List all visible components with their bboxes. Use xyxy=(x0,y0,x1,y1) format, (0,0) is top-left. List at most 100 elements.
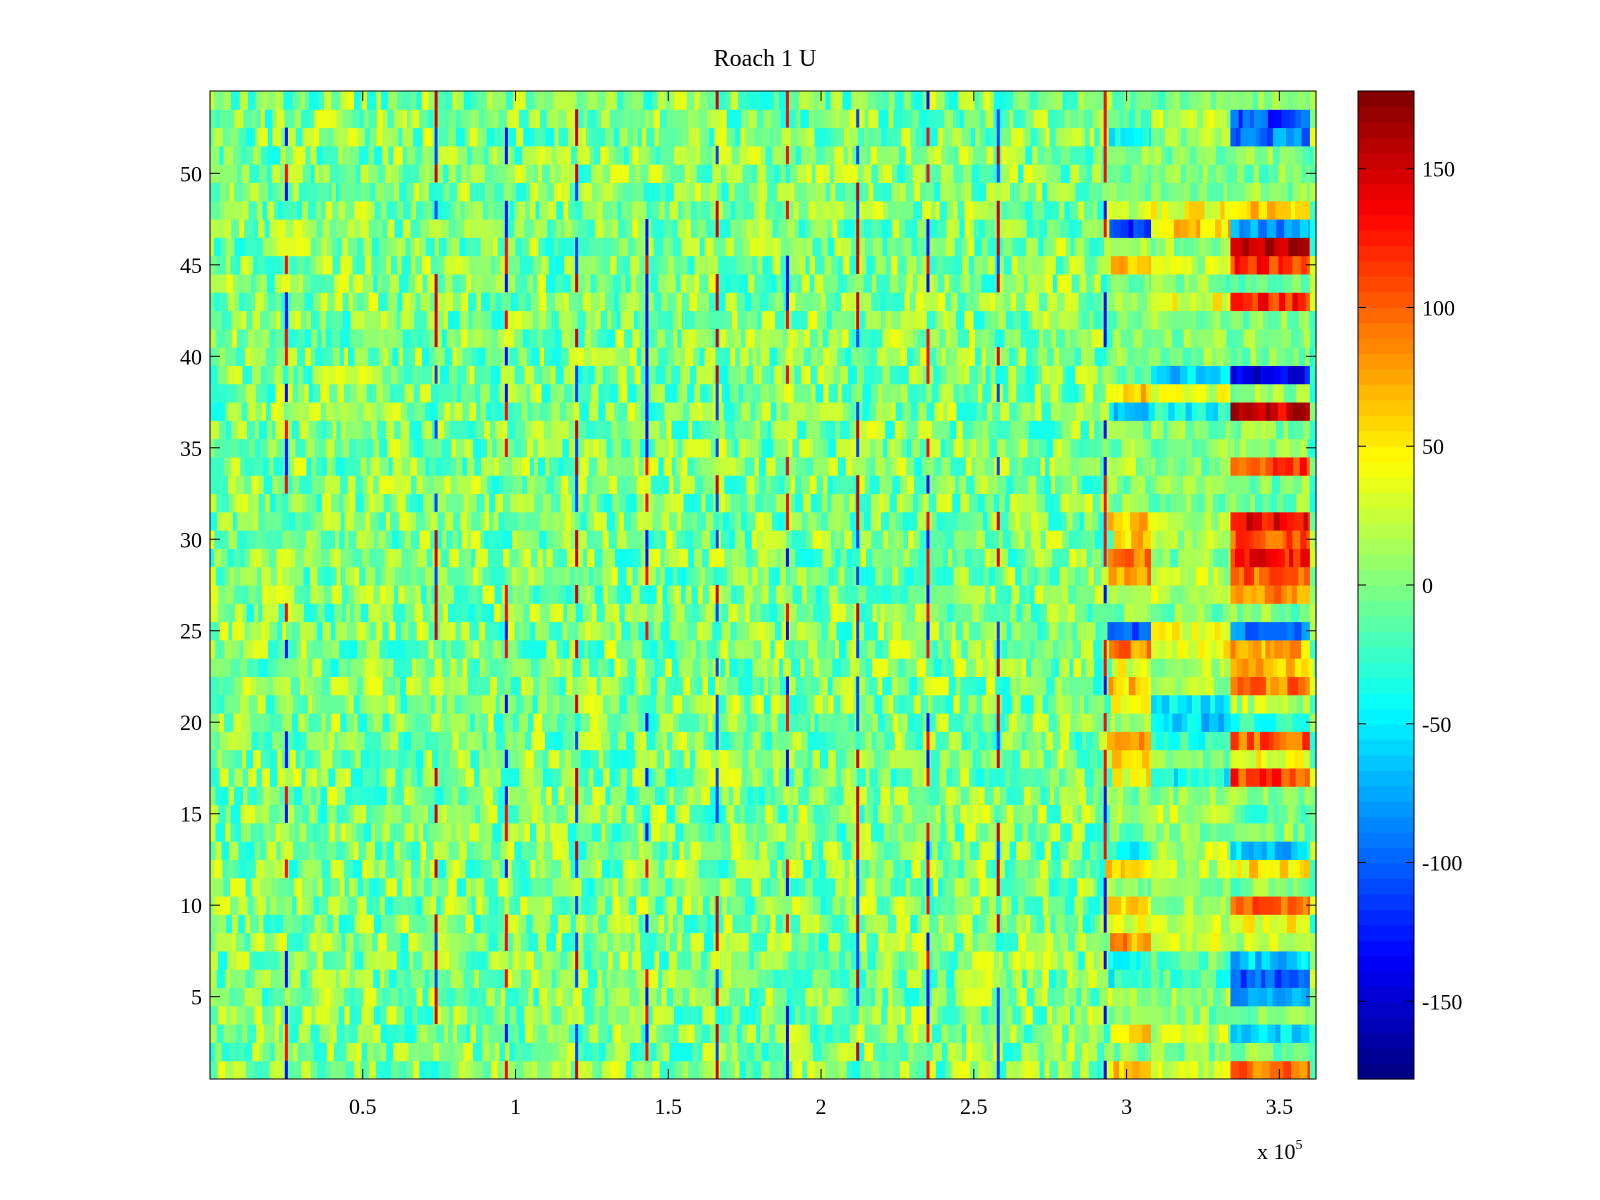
heatmap-cell xyxy=(1144,859,1152,879)
heatmap-cell xyxy=(937,841,944,860)
heatmap-cell xyxy=(686,1024,696,1043)
heatmap-cell xyxy=(942,548,949,568)
heatmap-cell xyxy=(865,731,873,751)
heatmap-cell xyxy=(1097,1042,1105,1062)
heatmap-cell xyxy=(1208,767,1216,787)
heatmap-cell xyxy=(442,822,453,842)
heatmap-cell xyxy=(849,658,861,677)
heatmap-cell xyxy=(1196,932,1206,952)
heatmap-cell xyxy=(1151,548,1160,568)
heatmap-cell xyxy=(971,548,979,568)
heatmap-cell xyxy=(931,987,939,1007)
heatmap-cell xyxy=(437,877,442,897)
heatmap-cell xyxy=(601,822,606,842)
heatmap-cell xyxy=(954,822,965,842)
heatmap-cell xyxy=(481,987,487,1007)
heatmap-cell xyxy=(268,585,277,604)
heatmap-cell xyxy=(1040,713,1050,732)
heatmap-cell xyxy=(870,969,878,989)
heatmap-cell xyxy=(427,767,436,787)
heatmap-cell xyxy=(471,530,482,549)
heatmap-cell xyxy=(464,548,472,568)
heatmap-cell xyxy=(1286,950,1294,970)
heatmap-cell xyxy=(656,767,666,787)
heatmap-cell xyxy=(980,896,990,915)
heatmap-cell xyxy=(246,859,257,879)
heatmap-cell xyxy=(278,639,287,659)
heatmap-cell xyxy=(310,585,319,604)
heatmap-cell xyxy=(269,621,278,641)
heatmap-cell xyxy=(216,969,227,989)
heatmap-cell xyxy=(394,1024,399,1043)
heatmap-cell xyxy=(578,621,587,641)
heatmap-cell xyxy=(213,877,224,897)
heatmap-cell xyxy=(602,530,610,549)
heatmap-cell xyxy=(1132,603,1139,623)
heatmap-cell xyxy=(322,932,333,952)
heatmap-cell xyxy=(1183,749,1192,769)
heatmap-cell xyxy=(1103,804,1111,824)
heatmap-cell xyxy=(1067,932,1076,952)
heatmap-cell xyxy=(822,987,829,1007)
heatmap-cell xyxy=(1037,566,1047,586)
heatmap-cell xyxy=(868,676,879,696)
heatmap-cell xyxy=(622,676,631,696)
heatmap-cell xyxy=(369,566,377,586)
heatmap-cell xyxy=(296,1060,303,1080)
heatmap-cell xyxy=(1056,694,1065,714)
heatmap-cell xyxy=(612,822,622,842)
heatmap-cell xyxy=(795,676,806,696)
heatmap-cell xyxy=(604,639,613,659)
heatmap-cell xyxy=(1198,1060,1205,1080)
heatmap-cell xyxy=(801,1024,811,1043)
heatmap-cell xyxy=(666,987,674,1007)
heatmap-cell xyxy=(318,804,328,824)
heatmap-cell xyxy=(523,621,531,641)
heatmap-cell xyxy=(591,859,597,879)
heatmap-cell xyxy=(1238,767,1247,787)
heatmap-cell xyxy=(884,713,894,732)
heatmap-cell xyxy=(1201,530,1208,549)
heatmap-cell xyxy=(822,969,832,989)
heatmap-cell xyxy=(291,548,297,568)
heatmap-cell xyxy=(410,804,417,824)
heatmap-cell xyxy=(917,969,923,989)
heatmap-cell xyxy=(359,658,366,677)
heatmap-cell xyxy=(1067,566,1076,586)
heatmap-cell xyxy=(511,859,521,879)
heatmap-cell xyxy=(365,566,371,586)
heatmap-cell xyxy=(1183,896,1190,915)
heatmap-cell xyxy=(428,621,434,641)
heatmap-cell xyxy=(608,987,617,1007)
heatmap-cell xyxy=(800,548,809,568)
heatmap-cell xyxy=(1202,548,1211,568)
heatmap-cell xyxy=(888,987,893,1007)
heatmap-cell xyxy=(788,1042,798,1062)
heatmap-cell xyxy=(551,1042,560,1062)
heatmap-cell xyxy=(1151,859,1158,879)
heatmap-cell xyxy=(226,749,236,769)
heatmap-cell xyxy=(1230,822,1235,842)
heatmap-cell xyxy=(271,731,281,751)
heatmap-cell xyxy=(318,987,326,1007)
heatmap-cell xyxy=(832,896,841,915)
heatmap-cell xyxy=(648,877,658,897)
heatmap-cell xyxy=(1273,731,1281,751)
heatmap-cell xyxy=(911,841,919,860)
heatmap-cell xyxy=(760,731,766,751)
heatmap-cell xyxy=(1309,694,1317,714)
heatmap-cell xyxy=(584,822,593,842)
heatmap-cell xyxy=(618,877,624,897)
heatmap-cell xyxy=(564,1024,570,1043)
heatmap-cell xyxy=(303,548,314,568)
heatmap-cell xyxy=(520,676,526,696)
heatmap-cell xyxy=(580,731,589,751)
heatmap-cell xyxy=(1256,585,1266,604)
heatmap-cell xyxy=(718,859,729,879)
heatmap-cell xyxy=(470,749,480,769)
heatmap-cell xyxy=(568,804,578,824)
heatmap-cell xyxy=(925,639,934,659)
heatmap-cell xyxy=(974,566,985,586)
heatmap-cell xyxy=(665,658,673,677)
heatmap-cell xyxy=(1275,1024,1282,1043)
